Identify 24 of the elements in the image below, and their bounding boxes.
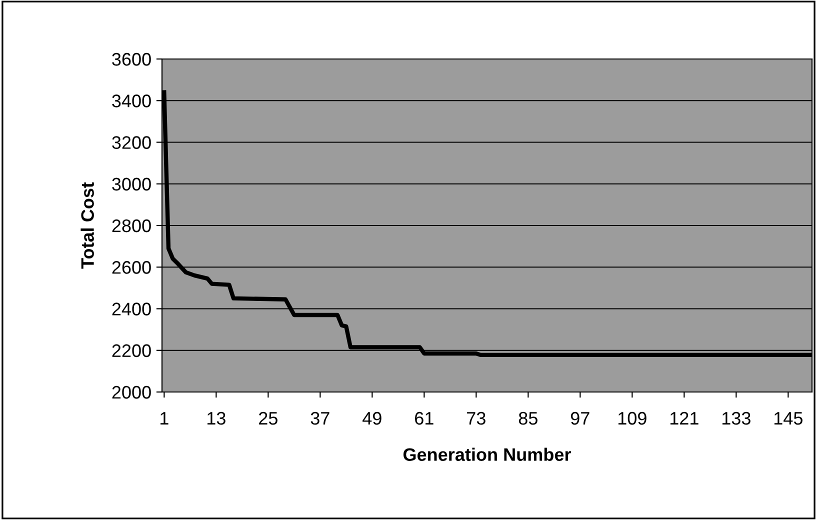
- x-tick-label: 1: [160, 412, 168, 425]
- y-tick-label: 2400: [112, 302, 151, 316]
- x-tick-label: 49: [362, 412, 382, 425]
- x-tick-label: 37: [310, 412, 330, 425]
- y-tick-label: 2200: [112, 344, 151, 358]
- y-tick-label: 2600: [112, 261, 151, 274]
- x-tick-label: 61: [415, 412, 434, 425]
- x-tick-label: 97: [570, 412, 590, 425]
- y-tick-label: 3200: [112, 136, 151, 149]
- y-tick-label: 3600: [112, 52, 151, 66]
- y-tick-label: 2000: [112, 386, 151, 399]
- y-tick-label: 3000: [112, 178, 151, 191]
- x-axis-title: Generation Number: [403, 448, 572, 461]
- x-tick-label: 133: [722, 412, 750, 425]
- x-tick-label: 25: [259, 412, 278, 425]
- x-tick-label: 73: [467, 412, 486, 425]
- x-tick-label: 13: [208, 412, 226, 425]
- x-tick-label: 109: [618, 412, 646, 425]
- y-tick-label: 2800: [112, 219, 151, 232]
- x-tick-label: 121: [670, 412, 698, 425]
- y-axis-title: Total Cost: [80, 182, 94, 269]
- x-tick-label: 85: [518, 412, 538, 425]
- y-tick-label: 3400: [112, 94, 151, 108]
- x-tick-label: 145: [774, 412, 802, 425]
